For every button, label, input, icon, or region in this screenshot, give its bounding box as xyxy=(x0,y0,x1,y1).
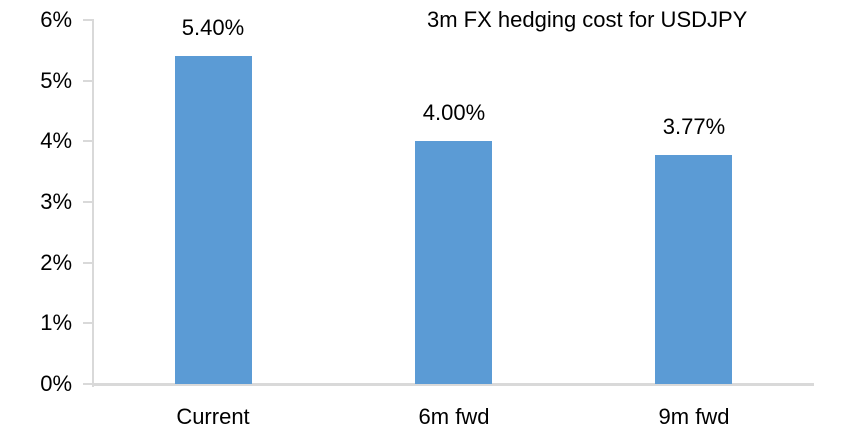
bar-value-label: 3.77% xyxy=(662,114,726,139)
y-tick-label: 2% xyxy=(40,249,72,275)
y-tick-label: 5% xyxy=(40,67,72,93)
y-tick xyxy=(83,261,92,264)
y-tick-label: 6% xyxy=(40,7,72,32)
y-tick-label: 1% xyxy=(40,310,72,336)
x-category-label: Current xyxy=(176,404,250,429)
x-category-label: 6m fwd xyxy=(418,404,490,429)
y-tick-label: 4% xyxy=(40,128,72,154)
x-category-label: 9m fwd xyxy=(658,404,730,429)
bar xyxy=(175,56,252,384)
y-axis-line xyxy=(92,19,94,387)
y-tick xyxy=(83,19,92,21)
bar-value-label: 4.00% xyxy=(422,100,486,125)
bar xyxy=(415,141,492,384)
y-tick xyxy=(83,79,92,82)
y-tick xyxy=(83,201,92,203)
bar xyxy=(655,155,732,384)
chart-title: 3m FX hedging cost for USDJPY xyxy=(427,7,748,32)
y-tick xyxy=(83,322,92,325)
y-tick xyxy=(83,383,92,385)
y-tick xyxy=(83,140,92,143)
x-axis-line xyxy=(92,383,814,386)
y-tick-label: 0% xyxy=(40,371,72,396)
y-tick-label: 3% xyxy=(40,189,72,214)
bar-value-label: 5.40% xyxy=(181,15,245,40)
